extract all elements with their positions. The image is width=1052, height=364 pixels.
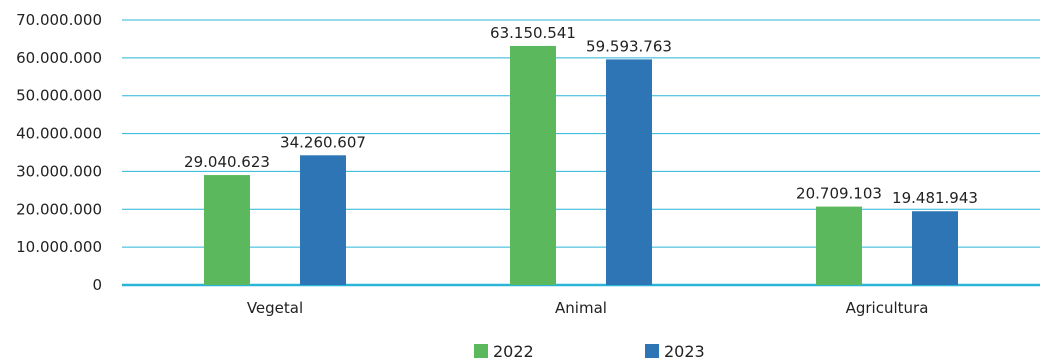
bar-2022-vegetal [204,175,250,285]
data-label: 29.040.623 [184,153,270,171]
x-tick-label: Agricultura [846,299,929,317]
data-labels: 29.040.623 34.260.607 63.150.541 59.593.763… [184,24,978,207]
legend-label: 2023 [664,342,705,360]
x-tick-label: Vegetal [247,299,303,317]
y-tick-label: 30.000.000 [16,162,102,180]
y-tick-label: 50.000.000 [16,87,102,105]
y-tick-label: 0 [92,276,102,294]
bar-2022-animal [510,45,556,285]
y-tick-label: 60.000.000 [16,49,102,67]
data-label: 59.593.763 [586,37,672,55]
data-label: 34.260.607 [280,133,366,151]
legend-swatch-2023 [645,344,659,358]
bar-2023-vegetal [300,155,346,285]
legend-swatch-2022 [474,344,488,358]
y-tick-label: 40.000.000 [16,125,102,143]
bar-2022-agricultura [816,206,862,285]
bars [204,45,958,286]
data-label: 20.709.103 [796,185,882,203]
x-tick-label: Animal [555,299,607,317]
x-axis-tick-labels: Vegetal Animal Agricultura [247,299,929,317]
data-label: 19.481.943 [892,189,978,207]
gridlines [122,19,1040,287]
bar-2023-agricultura [912,211,958,285]
y-tick-label: 20.000.000 [16,200,102,218]
y-tick-label: 10.000.000 [16,238,102,256]
y-tick-label: 70.000.000 [16,11,102,29]
data-label: 63.150.541 [490,24,576,42]
legend: 2022 2023 [474,342,705,361]
bar-2023-animal [606,59,652,286]
legend-label: 2022 [493,342,534,360]
y-axis-tick-labels: 0 10.000.000 20.000.000 30.000.000 40.000.00… [16,11,102,294]
